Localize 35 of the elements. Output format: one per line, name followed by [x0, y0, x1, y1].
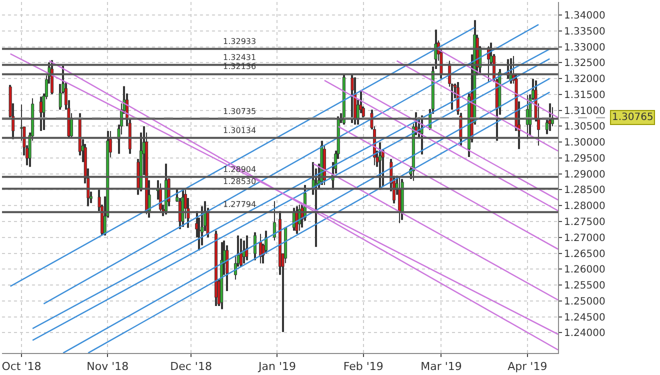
y-tick-label: 1.29500: [564, 153, 606, 164]
y-tick-label: 1.26500: [564, 248, 606, 260]
ref-line-label: 1.27794: [223, 200, 256, 209]
y-tick-label: 1.32500: [564, 58, 606, 70]
y-tick-label: 1.27000: [564, 232, 606, 244]
x-tick-label: Nov '18: [86, 360, 129, 374]
y-tick-label: 1.28000: [564, 201, 606, 212]
y-tick-label: 1.25000: [564, 296, 606, 308]
x-tick-label: Dec '18: [170, 360, 212, 374]
y-tick-label: 1.24000: [564, 328, 606, 340]
x-tick-label: Jan '19: [257, 360, 296, 374]
x-tick-label: Feb '19: [343, 360, 384, 374]
ref-line-label: 1.30134: [223, 126, 256, 135]
y-tick-label: 1.32000: [564, 74, 606, 86]
ref-line-label: 1.32933: [223, 37, 256, 46]
ref-line-label: 1.28530: [223, 177, 256, 186]
y-tick-label: 1.31000: [564, 106, 606, 117]
y-tick-label: 1.24500: [564, 312, 606, 324]
y-tick-label: 1.25500: [564, 280, 606, 292]
y-tick-label: 1.27500: [564, 216, 606, 228]
x-tick-label: Oct '18: [2, 360, 42, 374]
y-tick-label: 1.33500: [564, 26, 606, 38]
ref-line-label: 1.30765: [612, 112, 654, 123]
y-tick-label: 1.26000: [564, 264, 606, 276]
x-tick-label: Apr '19: [508, 360, 548, 374]
y-tick-label: 1.34000: [564, 10, 606, 22]
ref-line-label: 1.30735: [223, 107, 256, 116]
y-tick-label: 1.30500: [564, 122, 606, 133]
y-tick-label: 1.29000: [564, 169, 606, 180]
y-tick-label: 1.31500: [564, 90, 606, 101]
y-tick-label: 1.30000: [564, 138, 606, 149]
x-tick-label: Mar '19: [420, 360, 462, 374]
ref-line-label: 1.32431: [223, 53, 256, 62]
y-tick-label: 1.28500: [564, 185, 606, 196]
y-tick-label: 1.33000: [564, 42, 606, 54]
